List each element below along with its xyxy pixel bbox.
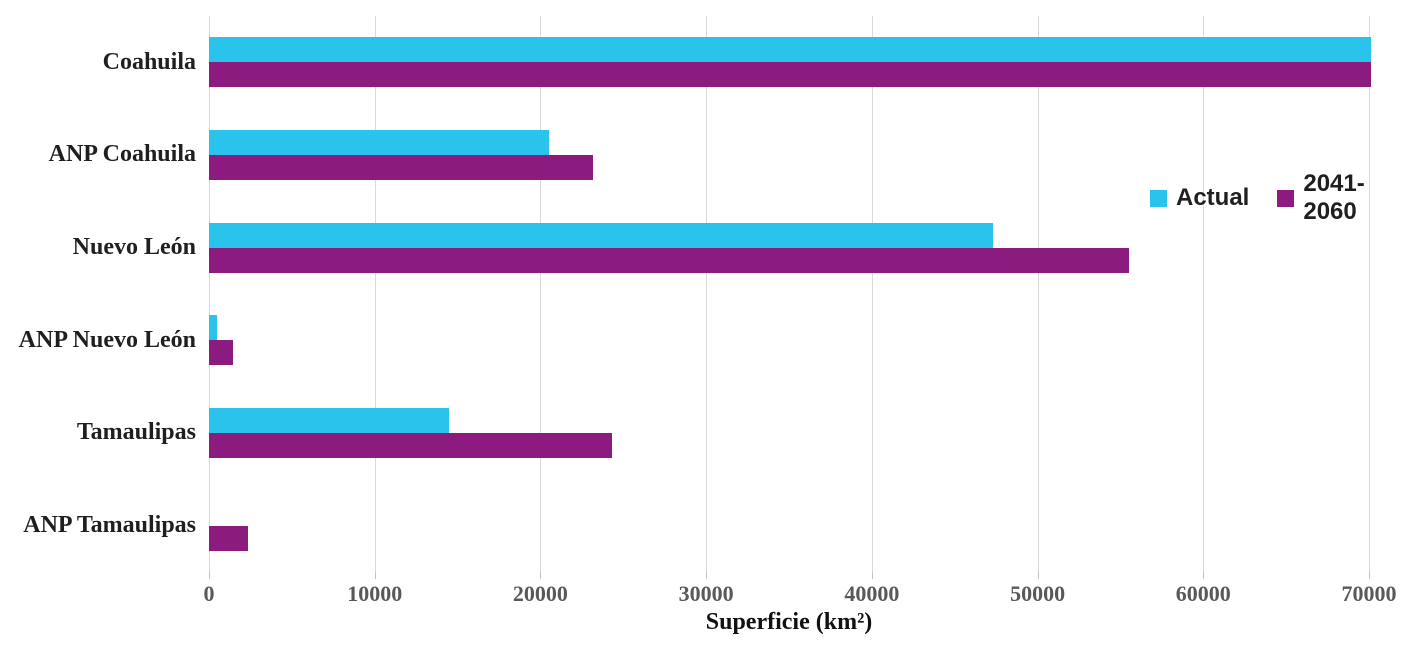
bar-actual-nuevo-leon (209, 222, 993, 248)
tick-label-60000: 60000 (1175, 581, 1231, 606)
legend-label-2041-2060: 2041-2060 (1303, 170, 1365, 225)
gridline-50000 (1037, 16, 1039, 572)
tick-label-10000: 10000 (347, 581, 403, 606)
tick-label-30000: 30000 (678, 581, 734, 606)
bar-actual-anp-nuevo-leon (209, 315, 218, 341)
gridline-60000 (1203, 16, 1205, 572)
category-label-anp-nuevo-leon: ANP Nuevo León (18, 326, 196, 353)
tick-label-70000: 70000 (1341, 581, 1397, 606)
category-labels: Coahuila ANP Coahuila Nuevo León ANP Nuevo … (0, 16, 196, 572)
bar-2041-2060-anp-coahuila (209, 154, 594, 180)
tick-label-40000: 40000 (844, 581, 900, 606)
tick-mark-50000 (1037, 572, 1039, 579)
tick-label-20000: 20000 (512, 581, 568, 606)
bar-group-anp-nuevo-leon (209, 294, 1409, 387)
bar-actual-tamaulipas (209, 407, 450, 433)
gridline-40000 (871, 16, 873, 572)
tick-mark-20000 (540, 572, 542, 579)
legend-swatch-2041-2060 (1277, 189, 1295, 207)
bar-2041-2060-anp-nuevo-leon (209, 340, 234, 366)
bar-2041-2060-coahuila (209, 62, 1371, 88)
bar-2041-2060-tamaulipas (209, 432, 612, 458)
category-label-coahuila: Coahuila (102, 48, 196, 75)
plot-area (209, 16, 1409, 572)
category-label-tamaulipas: Tamaulipas (76, 419, 196, 446)
gridline-0 (209, 16, 210, 572)
bar-actual-anp-coahuila (209, 129, 549, 155)
bar-2041-2060-nuevo-leon (209, 247, 1129, 273)
gridline-30000 (706, 16, 708, 572)
legend-item-actual: Actual (1150, 184, 1249, 212)
legend-swatch-actual (1150, 189, 1167, 207)
bar-actual-coahuila (209, 37, 1371, 63)
tick-mark-70000 (1369, 572, 1370, 579)
bar-group-tamaulipas (209, 387, 1409, 480)
tick-label-0: 0 (203, 581, 215, 606)
legend: Actual 2041-2060 (1150, 170, 1418, 226)
tick-mark-60000 (1203, 572, 1205, 579)
tick-mark-30000 (706, 572, 708, 579)
legend-label-actual: Actual (1176, 184, 1250, 211)
bar-2041-2060-anp-tamaulipas (209, 525, 248, 551)
bar-group-anp-coahuila (209, 109, 1409, 202)
tick-mark-40000 (871, 572, 873, 579)
bar-group-coahuila (209, 16, 1409, 109)
tick-label-50000: 50000 (1010, 581, 1066, 606)
legend-item-2041-2060: 2041-2060 (1277, 170, 1418, 226)
bar-group-anp-tamaulipas (209, 479, 1409, 572)
category-label-anp-tamaulipas: ANP Tamaulipas (23, 512, 196, 539)
gridline-20000 (540, 16, 542, 572)
tick-mark-10000 (374, 572, 376, 579)
gridline-70000 (1369, 16, 1370, 572)
category-label-nuevo-leon: Nuevo León (72, 234, 196, 261)
x-axis-title: Superficie (km²) (705, 609, 873, 635)
gridline-10000 (374, 16, 376, 572)
tick-mark-0 (209, 572, 210, 579)
category-label-anp-coahuila: ANP Coahuila (48, 141, 196, 168)
bar-group-nuevo-leon (209, 201, 1409, 294)
